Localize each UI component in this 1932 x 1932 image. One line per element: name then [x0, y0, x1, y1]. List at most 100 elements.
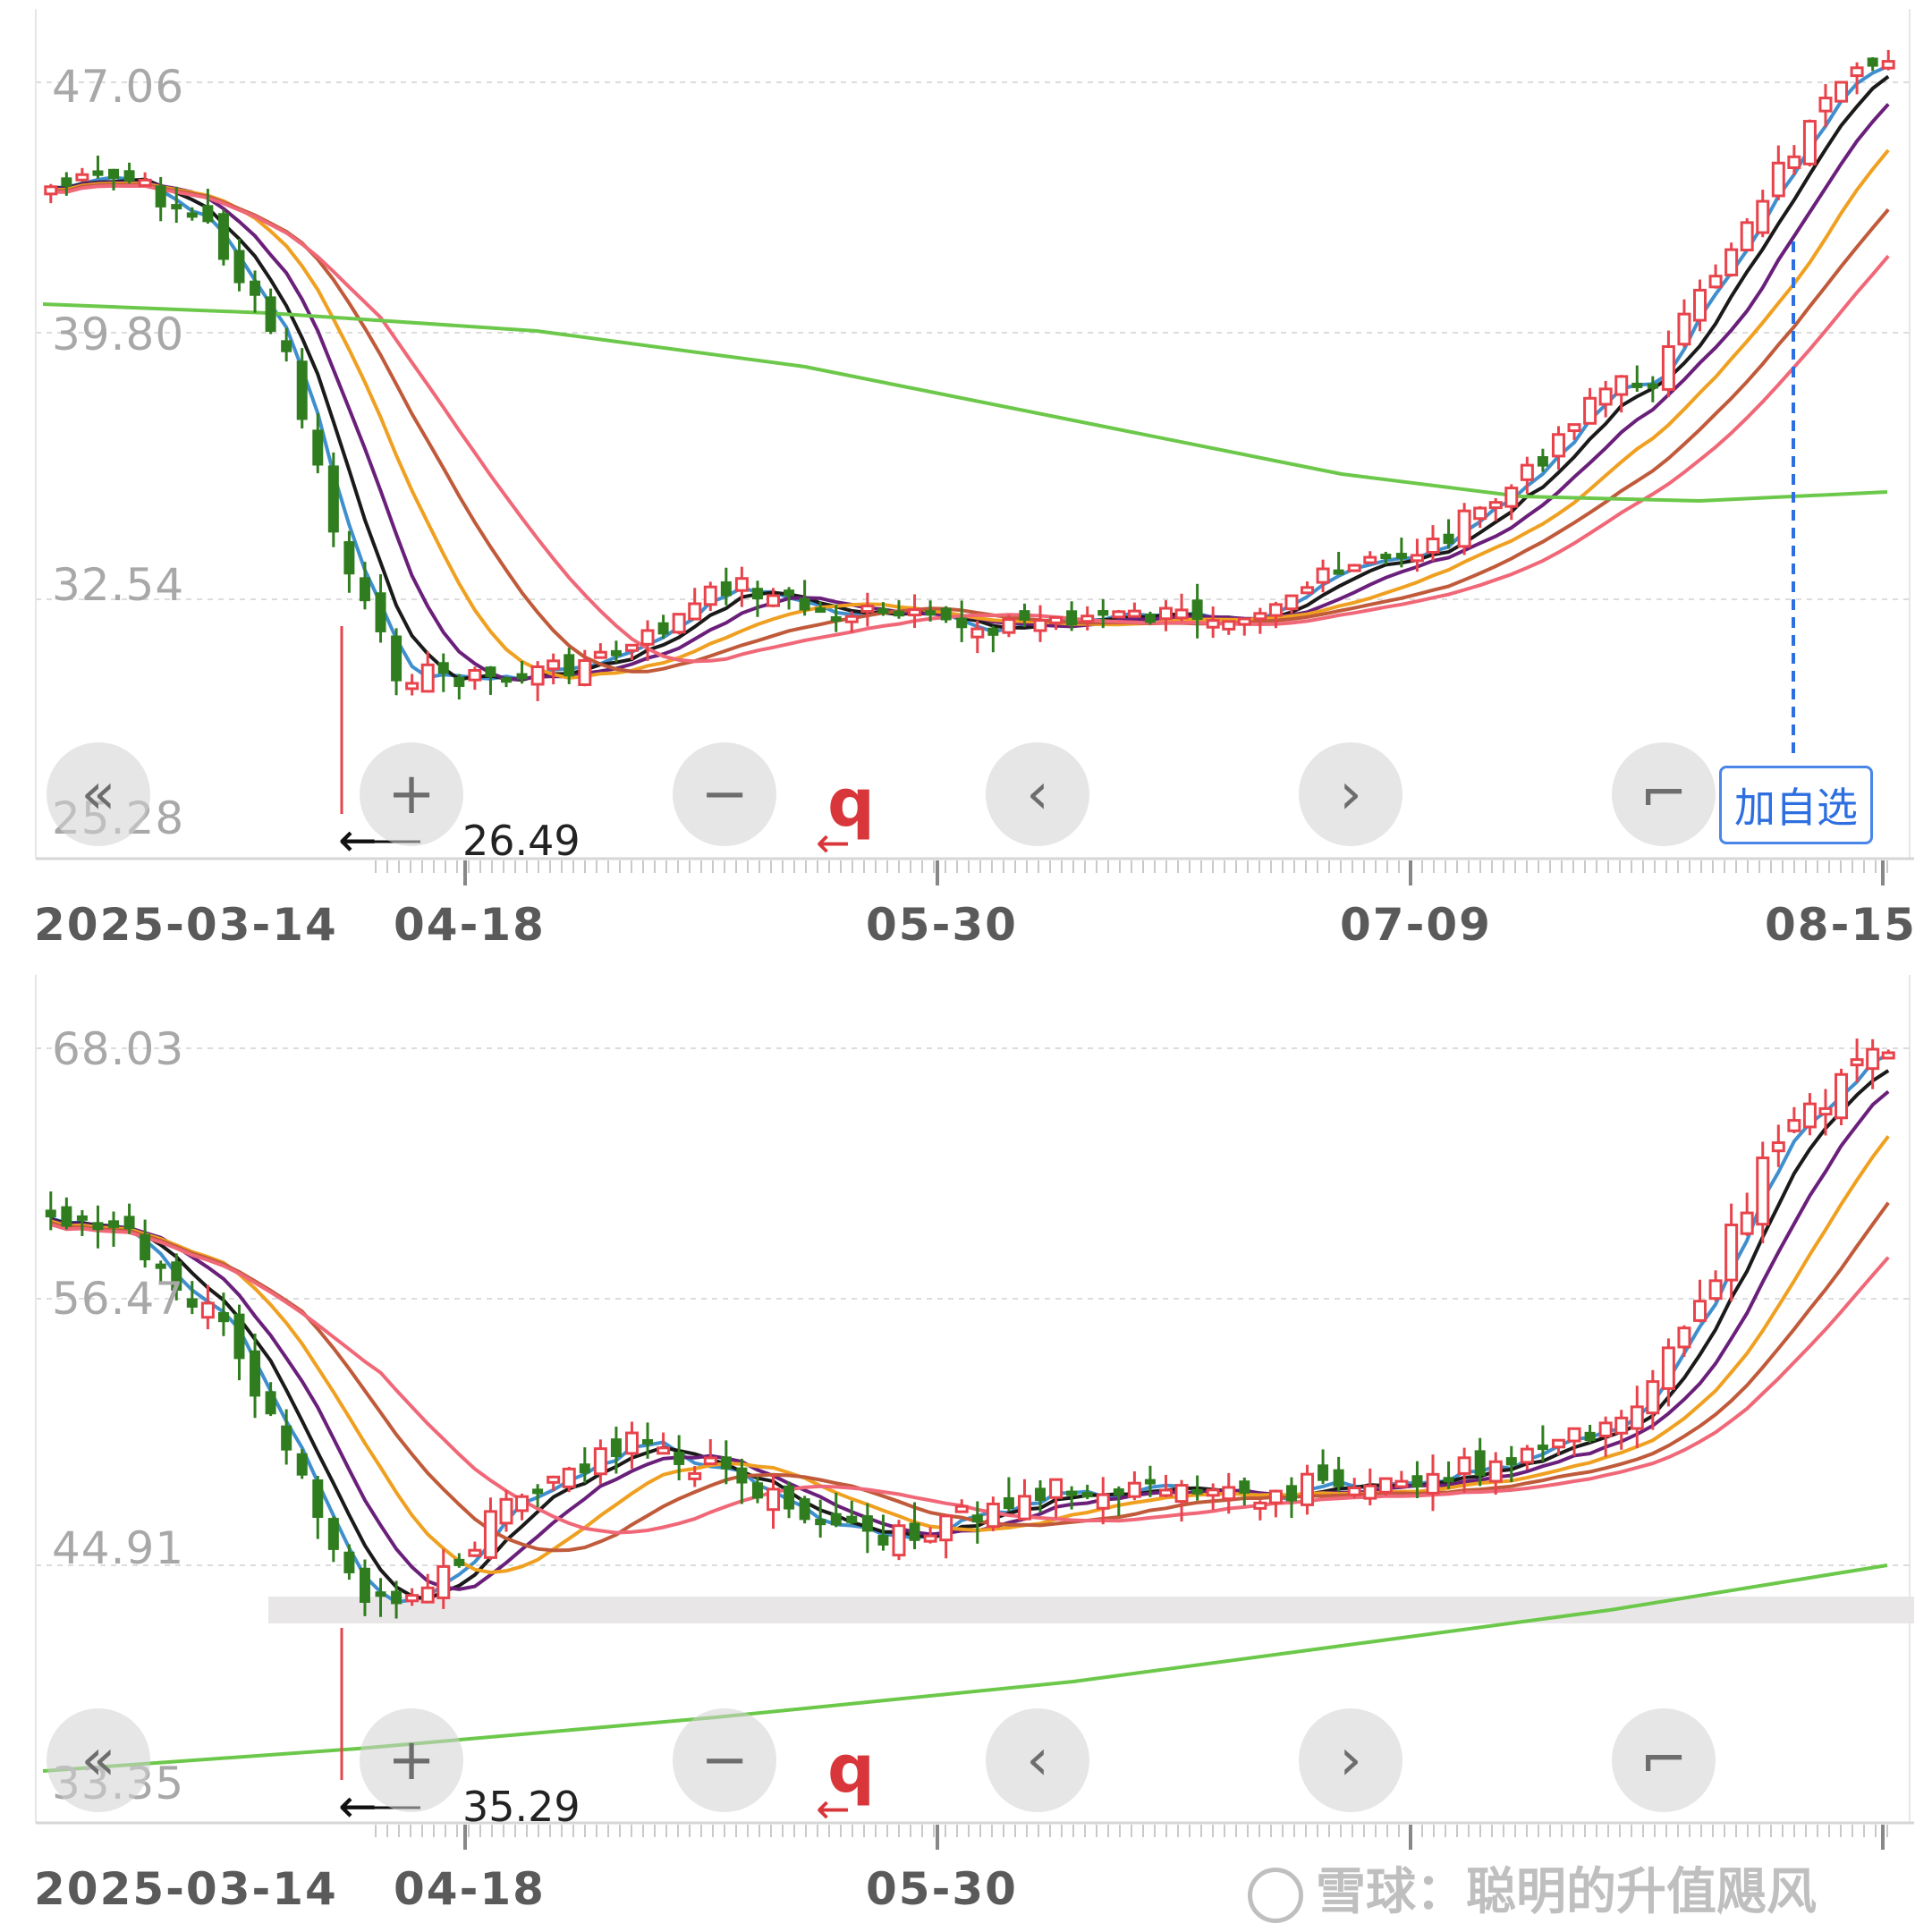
q-annotation: q [827, 765, 875, 842]
candle-down [1035, 1487, 1046, 1502]
candle-up [1316, 567, 1330, 584]
candle-down [217, 213, 229, 260]
candle-down [1333, 569, 1344, 575]
x-tick-label: 05-30 [866, 899, 1018, 951]
candle-up [1017, 1495, 1031, 1521]
candle-up [657, 1446, 671, 1455]
prev-button[interactable]: ‹ [986, 1708, 1089, 1812]
candle-down [217, 1311, 229, 1323]
candle-down [327, 1518, 339, 1550]
candle-up [1708, 275, 1723, 289]
candle-up [672, 613, 686, 634]
candle-down [1333, 1469, 1344, 1487]
candle-up [640, 629, 655, 646]
bottom-kline-chart[interactable] [0, 966, 1932, 1932]
candle-down [108, 168, 120, 179]
candle-up [1222, 620, 1236, 631]
rewind-button[interactable]: « [47, 1708, 150, 1812]
candle-down [1191, 1488, 1203, 1495]
candle-up [420, 663, 435, 693]
next-button[interactable]: › [1299, 742, 1402, 846]
y-tick-label: 47.06 [52, 61, 185, 113]
zoom-in-button[interactable]: + [360, 1708, 463, 1812]
x-tick-label: 05-30 [866, 1863, 1018, 1915]
candle-up [483, 1510, 497, 1559]
candle-down [830, 1513, 842, 1526]
x-tick-label: 07-09 [1340, 899, 1492, 951]
candle-up [1630, 1405, 1644, 1430]
candle-up [624, 1431, 639, 1455]
fullscreen-button[interactable]: ⌐ [1612, 742, 1716, 846]
candle-down [1239, 1480, 1250, 1494]
candle-up [1488, 1460, 1503, 1483]
candle-down [1395, 553, 1407, 559]
candle-down [642, 1439, 654, 1445]
candle-up [1033, 619, 1047, 632]
candle-down [250, 280, 261, 296]
candle-up [1363, 555, 1377, 564]
q-arrow-icon: ← [816, 1784, 851, 1833]
top-kline-chart[interactable] [0, 0, 1932, 962]
candle-down [799, 597, 810, 611]
candle-up [1394, 1479, 1409, 1488]
candle-up [547, 659, 561, 671]
xueqiu-logo-icon [1248, 1867, 1303, 1923]
candle-up [767, 1487, 781, 1512]
candle-up [75, 173, 89, 182]
candle-up [1473, 506, 1487, 521]
candle-down [1867, 57, 1878, 67]
candle-up [1206, 1488, 1220, 1497]
candle-down [1647, 383, 1658, 389]
candle-up [1378, 1477, 1393, 1494]
candle-down [909, 1522, 920, 1541]
next-button[interactable]: › [1299, 1708, 1402, 1812]
candle-down [815, 607, 826, 614]
zoom-in-button[interactable]: + [360, 742, 463, 846]
zoom-out-button[interactable]: − [673, 1708, 776, 1812]
y-tick-label: 68.03 [52, 1023, 185, 1075]
prev-button[interactable]: ‹ [986, 742, 1089, 846]
candle-up [405, 682, 419, 691]
candle-down [720, 1456, 732, 1470]
candle-down [532, 1488, 544, 1495]
candle-up [562, 1467, 576, 1488]
candle-down [784, 589, 795, 597]
candle-up [1583, 396, 1597, 425]
candle-down [751, 588, 763, 600]
candle-down [453, 1558, 465, 1566]
candle-down [281, 1425, 292, 1451]
zoom-out-button[interactable]: − [673, 742, 776, 846]
fullscreen-button[interactable]: ⌐ [1612, 1708, 1716, 1812]
top-chart-panel: 47.06 39.80 32.54 25.28 « + − ‹ › ⌐ q ← … [0, 0, 1932, 962]
candle-up [923, 1534, 937, 1543]
candle-down [956, 617, 968, 629]
ma60-line [50, 1201, 1890, 1553]
candle-down [846, 1515, 858, 1523]
candle-down [202, 205, 214, 223]
candle-down [327, 465, 339, 533]
candle-up [1661, 344, 1675, 391]
candle-up [1818, 97, 1833, 113]
candle-down [720, 580, 732, 597]
candle-up [1158, 606, 1173, 621]
candle-up [1127, 609, 1141, 618]
candle-up [1724, 1223, 1739, 1282]
candle-down [312, 429, 324, 466]
candle-down [815, 1519, 826, 1526]
candle-up [1457, 1456, 1471, 1475]
candle-up [986, 1502, 1000, 1529]
candle-up [892, 1524, 906, 1557]
candle-up [1426, 1472, 1440, 1495]
ma5-line [50, 64, 1890, 682]
candle-down [579, 1463, 590, 1474]
candle-down [171, 1261, 182, 1292]
candle-down [375, 1591, 386, 1597]
candle-up [44, 185, 58, 196]
low-price-label: 26.49 [462, 817, 580, 865]
candle-down [359, 577, 370, 602]
candle-down [610, 649, 622, 657]
add-watchlist-button[interactable]: 加自选 [1719, 766, 1873, 844]
candle-down [312, 1479, 324, 1518]
rewind-button[interactable]: « [47, 742, 150, 846]
candle-down [516, 673, 528, 680]
